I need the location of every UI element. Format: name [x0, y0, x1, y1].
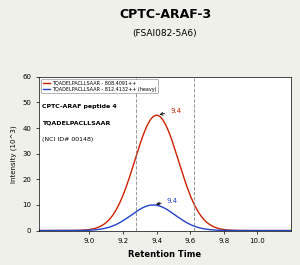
- Text: 9.4: 9.4: [157, 198, 178, 205]
- Text: (FSAI082-5A6): (FSAI082-5A6): [133, 29, 197, 38]
- Text: iMRM of: iMRM of: [42, 87, 71, 92]
- Text: (NCI ID# 00148): (NCI ID# 00148): [42, 137, 94, 142]
- Legend: TQADELPACLLSAAR - 808.4091++, TQADELPACLLSAAR - 812.4132++ (heavy): TQADELPACLLSAAR - 808.4091++, TQADELPACL…: [41, 79, 158, 93]
- X-axis label: Retention Time: Retention Time: [128, 250, 202, 259]
- Text: 9.4: 9.4: [160, 108, 181, 115]
- Y-axis label: Intensity (10^3): Intensity (10^3): [10, 125, 17, 183]
- Text: CPTC-ARAF peptide 4: CPTC-ARAF peptide 4: [42, 104, 117, 109]
- Text: TQADELPACLLSAAR: TQADELPACLLSAAR: [42, 120, 111, 125]
- Text: CPTC-ARAF-3: CPTC-ARAF-3: [119, 8, 211, 21]
